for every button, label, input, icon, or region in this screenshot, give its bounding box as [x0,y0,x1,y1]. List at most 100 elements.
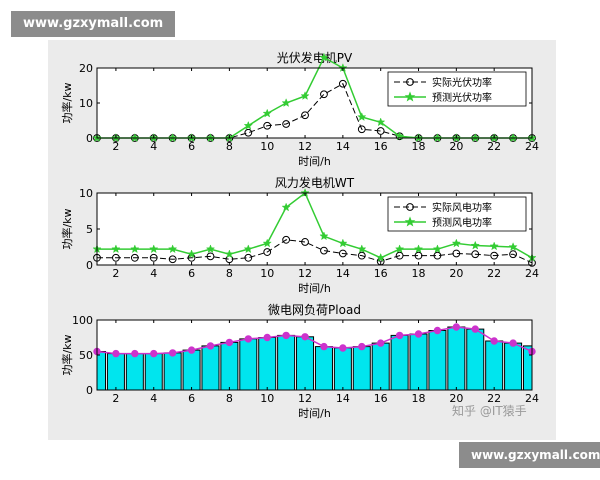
point-actual [490,251,499,260]
x-tick-label: 20 [449,392,463,405]
x-tick-label: 24 [525,267,539,280]
y-axis-label: 功率/kw [60,82,74,123]
series-line-forecast [97,191,533,259]
legend-marker-forecast [404,216,416,227]
point-actual [452,249,461,258]
point-forecast [130,244,140,254]
y-tick-label: 50 [79,349,93,362]
y-tick-label: 10 [79,97,93,110]
load-point [263,333,271,342]
load-point [490,337,498,345]
load-point [131,349,139,358]
load-bar [428,330,447,391]
x-tick-label: 2 [112,267,119,280]
load-bar [390,334,409,391]
load-point [339,344,347,352]
point-actual [112,253,120,262]
load-point [206,342,215,350]
legend-marker-actual [406,203,414,211]
x-tick-label: 12 [298,267,312,280]
point-forecast [262,108,272,118]
x-axis-label: 时间/h [298,407,331,420]
legend-label: 预测风电功率 [432,216,492,229]
point-actual [395,251,404,260]
load-point [282,331,290,340]
legend-label: 实际光伏功率 [432,76,492,89]
point-actual [282,235,291,244]
x-tick-label: 22 [487,392,501,405]
point-actual [168,255,177,264]
point-forecast [470,240,480,250]
x-tick-label: 4 [150,140,157,153]
load-bar [485,340,504,391]
load-bar [314,346,333,391]
y-axis-label: 功率/kw [60,334,74,375]
load-point [509,339,517,347]
point-forecast [338,238,348,248]
x-tick-label: 14 [336,140,350,153]
point-forecast [205,244,216,254]
y-tick-label: 20 [79,62,93,75]
chart-title: 微电网负荷Pload [268,303,361,317]
load-bar [258,337,277,391]
load-point [358,342,366,351]
point-forecast [300,91,310,100]
x-tick-label: 8 [226,392,233,405]
x-tick-label: 22 [487,267,501,280]
point-forecast [319,231,329,241]
load-point [433,326,442,335]
point-forecast [489,241,499,251]
point-forecast [394,244,405,254]
point-actual [471,250,480,259]
x-tick-label: 14 [336,267,350,280]
load-point [471,325,479,333]
legend-marker-forecast [404,91,416,102]
load-point [452,323,461,331]
load-bar [277,334,296,391]
point-forecast [243,244,253,254]
load-bar [333,347,352,391]
point-actual [338,79,347,88]
load-bar [296,336,315,391]
x-tick-label: 14 [336,392,350,405]
legend-label: 实际风电功率 [432,201,492,214]
load-bar [144,353,163,391]
point-actual [301,111,309,120]
point-forecast [357,112,367,121]
load-point [150,349,158,358]
x-tick-label: 6 [188,392,195,405]
x-tick-label: 20 [449,267,463,280]
point-forecast [186,249,197,259]
point-actual [206,252,215,261]
x-tick-label: 6 [188,140,195,153]
point-actual [414,251,423,260]
load-bar [409,333,428,391]
load-point [414,330,423,338]
load-point [225,338,234,347]
load-point [112,349,120,358]
point-forecast [508,242,518,251]
point-forecast [149,244,159,254]
load-bar [182,349,201,391]
load-bar [504,342,523,391]
point-actual [509,250,517,259]
point-forecast [224,249,235,259]
y-tick-label: 10 [79,187,93,200]
legend-label: 预测光伏功率 [432,91,492,104]
legend-box [387,196,527,232]
point-actual [433,251,442,260]
x-tick-label: 4 [150,392,157,405]
load-bar [163,352,182,391]
point-forecast [111,244,121,254]
point-actual [320,90,328,99]
x-tick-label: 2 [112,392,119,405]
x-tick-label: 10 [260,140,274,153]
point-forecast [281,98,291,107]
zhihu-credit: 知乎 @IT猿手 [452,404,527,418]
watermark-top: www.gzxymall.com [11,11,176,37]
